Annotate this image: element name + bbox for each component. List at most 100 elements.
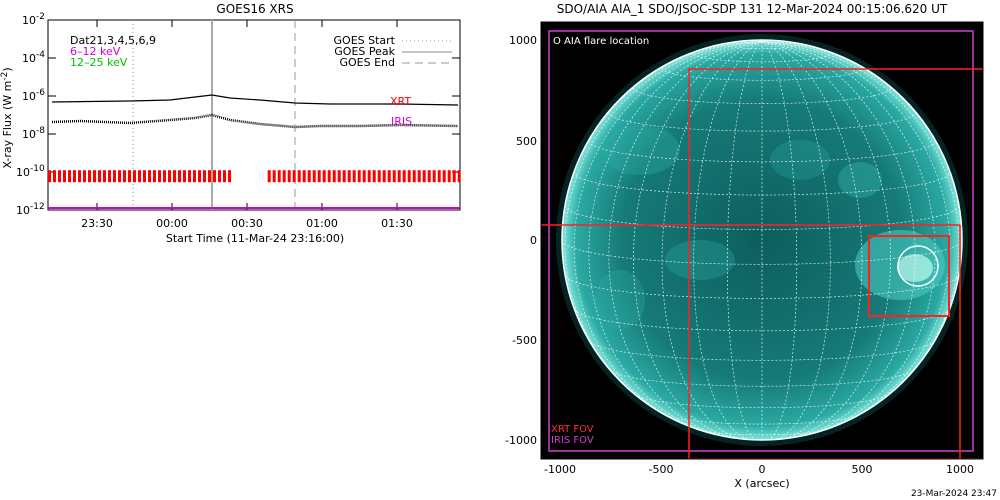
xrt-coverage-tick (118, 170, 121, 183)
xrt-coverage-tick (307, 170, 311, 183)
xrt-coverage-tick (93, 170, 96, 183)
left-y-label: X-ray Flux (W m-2) (0, 67, 14, 168)
xrt-coverage-tick (108, 170, 111, 183)
xrt-coverage-tick (128, 170, 131, 183)
latitude-line (693, 53, 831, 63)
xrt-coverage-tick (277, 170, 281, 183)
xrt-coverage-tick (282, 170, 286, 183)
footer-date: 23-Mar-2024 23:47 (911, 489, 997, 499)
xrt-coverage-tick (422, 170, 426, 183)
x-tick-label: -500 (649, 463, 674, 476)
xrt-coverage-tick (148, 170, 151, 183)
xrt-coverage-tick (133, 170, 136, 183)
left-x-label: Start Time (11-Mar-24 23:16:00) (166, 232, 344, 245)
legend-instrument: Dat21,3,4,5,6,9 (70, 34, 156, 47)
latitude-line (609, 369, 915, 387)
xrt-coverage-tick (53, 170, 56, 183)
left-plot-frame (47, 19, 461, 211)
xrt-fov-label: XRT FOV (551, 424, 594, 435)
xrt-coverage-tick (183, 170, 186, 183)
y-tick-label: 10-6 (22, 88, 45, 103)
legend-goes-end: GOES End (339, 56, 395, 69)
series-long-channel (51, 94, 459, 106)
y-tick-label: 1000 (509, 34, 537, 47)
xrt-coverage-tick (337, 170, 341, 183)
x-tick-label: 500 (852, 463, 873, 476)
x-tick-label: 01:30 (381, 217, 413, 230)
xrt-coverage-tick (208, 170, 211, 183)
xrt-coverage-tick (342, 170, 346, 183)
xrt-coverage-tick (193, 170, 196, 183)
xrt-coverage-tick (213, 170, 216, 183)
y-tick-label: 10-10 (16, 164, 45, 179)
xrt-coverage-tick (302, 170, 306, 183)
xrt-coverage-tick (402, 170, 406, 183)
xrt-coverage-tick (447, 170, 451, 183)
legend-12-25-kev: 12–25 keV (70, 56, 128, 69)
longitude-line (761, 41, 798, 440)
legend-goes-start: GOES Start (334, 34, 396, 47)
xrt-coverage-tick (287, 170, 291, 183)
latitude-line (562, 239, 962, 265)
legend-6-12-kev: 6–12 keV (70, 45, 121, 58)
x-tick-label: 00:30 (231, 217, 263, 230)
right-x-axis: -1000 -500 0 500 1000 (544, 463, 974, 476)
xrt-fov-box (688, 68, 983, 459)
flare-box (868, 235, 950, 317)
xrt-coverage-tick (437, 170, 441, 183)
xrt-coverage-tick (158, 170, 161, 183)
xrt-coverage-tick (178, 170, 181, 183)
xrt-coverage-tick (58, 170, 61, 183)
xrt-coverage-tick (377, 170, 381, 183)
xrt-coverage-tick (367, 170, 371, 183)
latitude-line (661, 68, 863, 81)
xrt-coverage-tick (88, 170, 91, 183)
xrt-coverage-tick (452, 170, 456, 183)
xrt-coverage-tick (312, 170, 316, 183)
xrt-coverage-tick (98, 170, 101, 183)
xrt-coverage-tick (68, 170, 71, 183)
iris-label: IRIS (391, 115, 412, 128)
xrt-coverage-tick (297, 170, 301, 183)
xrt-coverage-tick (412, 170, 416, 183)
xrt-coverage-tick (352, 170, 356, 183)
xrt-coverage-tick (347, 170, 351, 183)
xrt-coverage-tick (397, 170, 401, 183)
xrt-coverage-tick (138, 170, 141, 183)
xrt-coverage-tick (417, 170, 421, 183)
xrt-coverage-tick (407, 170, 411, 183)
x-tick-label: -1000 (544, 463, 576, 476)
right-x-label: X (arcsec) (734, 477, 789, 490)
longitude-line (726, 41, 763, 440)
y-tick-label: 10-4 (22, 50, 45, 65)
xrt-coverage-tick (73, 170, 76, 183)
longitude-line (608, 41, 763, 438)
left-x-axis: 23:30 00:00 00:30 01:00 01:30 (81, 20, 413, 230)
flare-location-marker (897, 245, 939, 287)
xrt-coverage-tick (387, 170, 391, 183)
xrt-coverage-tick (442, 170, 446, 183)
y-tick-label: -500 (512, 334, 537, 347)
xrt-coverage-tick (103, 170, 106, 183)
latitude-line (564, 205, 960, 230)
right-chart-title: SDO/AIA AIA_1 SDO/JSOC-SDP 131 12-Mar-20… (557, 2, 948, 16)
xrt-coverage-tick (143, 170, 146, 183)
legend-goes-peak: GOES Peak (334, 45, 395, 58)
solar-disk (562, 40, 962, 440)
xrt-coverage-tick (48, 170, 51, 183)
xrt-coverage-tick (362, 170, 366, 183)
right-plot-frame (540, 21, 984, 460)
x-tick-label: 01:00 (306, 217, 338, 230)
xrt-coverage-tick (153, 170, 156, 183)
y-tick-label: 10-12 (16, 202, 45, 217)
xrt-coverage-tick (432, 170, 436, 183)
xrt-coverage-tick (198, 170, 201, 183)
xrt-label: XRT (390, 95, 411, 108)
xrt-coverage-tick (123, 170, 126, 183)
y-tick-label: -1000 (505, 434, 537, 447)
xrt-coverage-tick (223, 170, 226, 183)
longitude-line (761, 41, 916, 438)
xrt-coverage-tick (317, 170, 321, 183)
xrt-coverage-tick (457, 170, 461, 183)
